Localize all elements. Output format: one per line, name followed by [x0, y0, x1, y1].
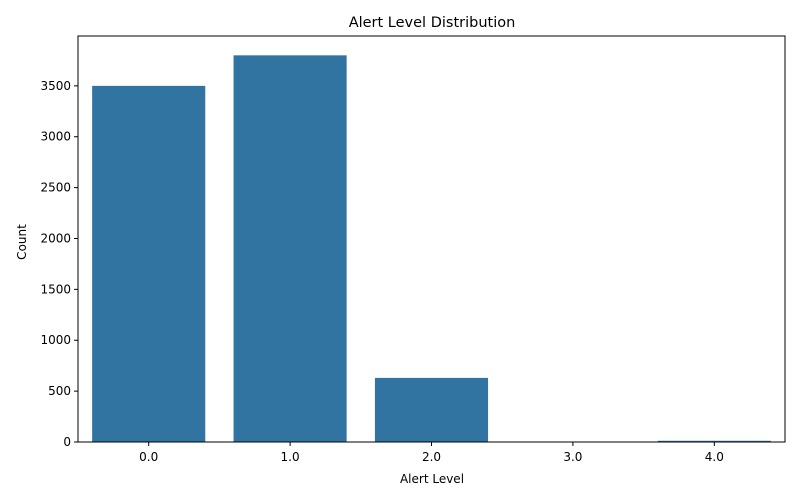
bars-group	[92, 55, 771, 442]
chart-title: Alert Level Distribution	[349, 15, 516, 31]
x-tick-label: 0.0	[139, 450, 158, 464]
bar-4.0	[657, 440, 771, 442]
y-tick-label: 2500	[40, 181, 71, 195]
y-axis: 0 500 1000 1500 2000 2500 3000 3500	[40, 79, 78, 449]
x-tick-label: 2.0	[422, 450, 441, 464]
x-axis: 0.0 1.0 2.0 3.0 4.0	[139, 442, 724, 464]
bar-1.0	[233, 55, 347, 442]
x-axis-label: Alert Level	[400, 472, 464, 486]
x-tick-label: 4.0	[705, 450, 724, 464]
x-tick-label: 1.0	[281, 450, 300, 464]
y-axis-label: Count	[15, 224, 29, 260]
y-tick-label: 3000	[40, 130, 71, 144]
y-tick-label: 1000	[40, 333, 71, 347]
bar-0.0	[92, 85, 206, 442]
y-tick-label: 2000	[40, 231, 71, 245]
x-tick-label: 3.0	[563, 450, 582, 464]
y-tick-label: 1500	[40, 282, 71, 296]
y-tick-label: 500	[48, 384, 71, 398]
bar-2.0	[374, 377, 489, 442]
plot-frame	[77, 35, 786, 443]
y-tick-label: 3500	[40, 79, 71, 93]
y-tick-label: 0	[63, 435, 71, 449]
